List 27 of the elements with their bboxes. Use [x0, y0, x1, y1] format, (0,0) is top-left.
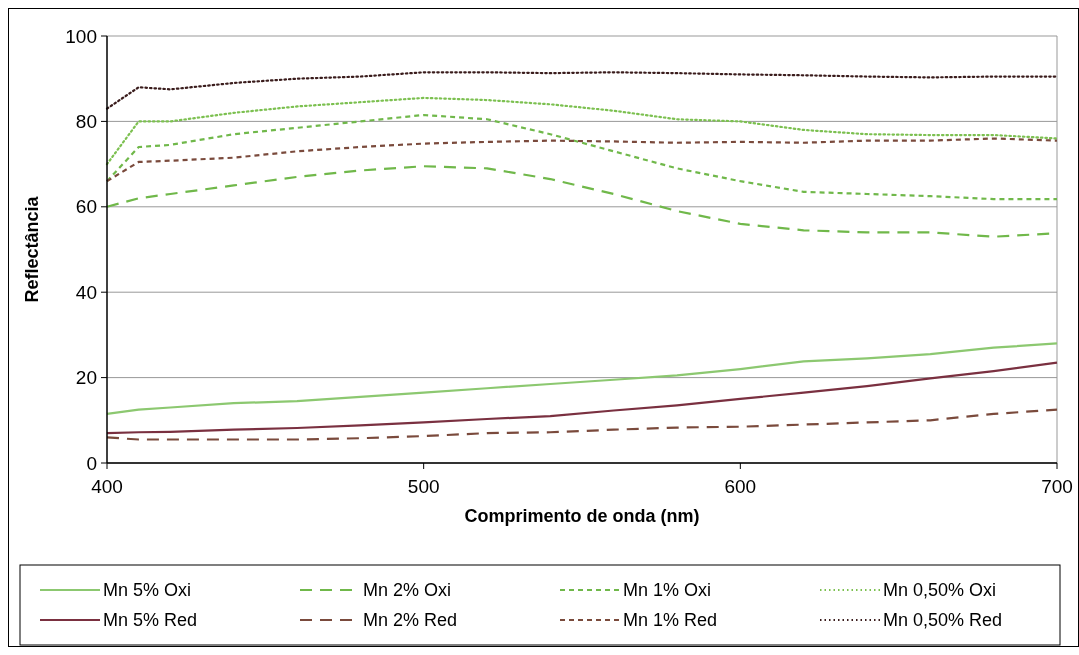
line-series [105, 408, 1059, 441]
legend-label: Mn 1% Oxi [623, 580, 712, 601]
y-tick-label: 60 [75, 196, 97, 218]
line-series [105, 137, 1059, 183]
x-tick-label: 700 [1041, 476, 1073, 497]
y-tick-label: 80 [75, 111, 97, 133]
y-axis-title: Reflectância [22, 195, 42, 303]
y-tick-label: 100 [65, 25, 97, 47]
line-series [105, 113, 1059, 201]
x-tick-label: 500 [407, 476, 440, 497]
legend-label: Mn 0,50% Red [883, 610, 1003, 631]
x-tick-label: 600 [724, 476, 757, 497]
line-series [105, 361, 1059, 435]
legend-label: Mn 5% Red [103, 610, 198, 631]
legend-label: Mn 2% Oxi [363, 580, 452, 601]
x-tick-label: 400 [91, 476, 123, 497]
x-axis-title: Comprimento de onda (nm) [464, 506, 700, 526]
line-series [105, 71, 1059, 110]
y-tick-label: 0 [86, 452, 97, 474]
legend-label: Mn 2% Red [363, 610, 458, 631]
y-tick-label: 40 [75, 281, 97, 303]
legend-label: Mn 5% Oxi [103, 580, 192, 601]
legend-label: Mn 0,50% Oxi [883, 580, 997, 601]
legend-label: Mn 1% Red [623, 610, 718, 631]
y-tick-label: 20 [75, 367, 97, 389]
line-series [105, 96, 1059, 166]
line-series [105, 342, 1059, 415]
